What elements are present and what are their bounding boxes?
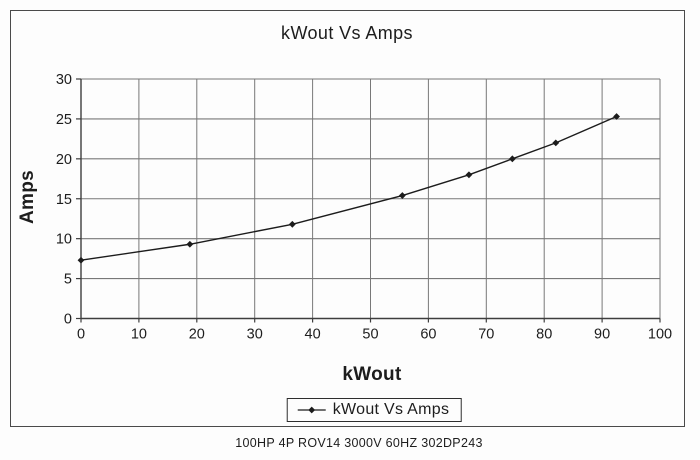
y-tick-label: 20 [56, 152, 72, 168]
data-point-marker [508, 155, 516, 163]
chart-frame [10, 10, 685, 427]
x-tick-label: 90 [594, 327, 610, 343]
y-tick-label: 0 [64, 312, 72, 328]
x-tick-label: 70 [478, 327, 494, 343]
data-point-marker [77, 256, 85, 264]
x-tick-label: 30 [247, 327, 263, 343]
x-tick-label: 60 [420, 327, 436, 343]
legend-label: kWout Vs Amps [332, 400, 450, 418]
data-point-marker [288, 220, 296, 228]
x-axis-title: kWout [342, 364, 402, 385]
x-tick-label: 100 [648, 327, 672, 343]
data-point-marker [186, 240, 194, 248]
x-tick-label: 40 [305, 327, 321, 343]
data-point-marker [398, 192, 406, 199]
y-tick-label: 15 [56, 192, 72, 208]
chart-caption: 100HP 4P ROV14 3000V 60HZ 302DP243 [235, 436, 483, 450]
x-tick-label: 50 [362, 327, 378, 343]
y-tick-label: 5 [64, 272, 72, 288]
y-tick-label: 30 [56, 72, 72, 88]
chart-title: kWout Vs Amps [281, 23, 413, 43]
y-tick-label: 10 [56, 232, 72, 248]
legend-marker-icon [297, 406, 326, 413]
x-tick-label: 80 [536, 327, 552, 343]
data-point-marker [465, 171, 473, 179]
x-tick-label: 20 [189, 327, 205, 343]
series-line [80, 115, 617, 261]
data-point-marker [613, 113, 620, 120]
x-tick-label: 10 [131, 327, 147, 343]
legend: kWout Vs Amps [286, 398, 462, 422]
x-tick-label: 0 [77, 327, 85, 343]
data-point-marker [552, 139, 560, 147]
y-tick-label: 25 [56, 112, 72, 128]
